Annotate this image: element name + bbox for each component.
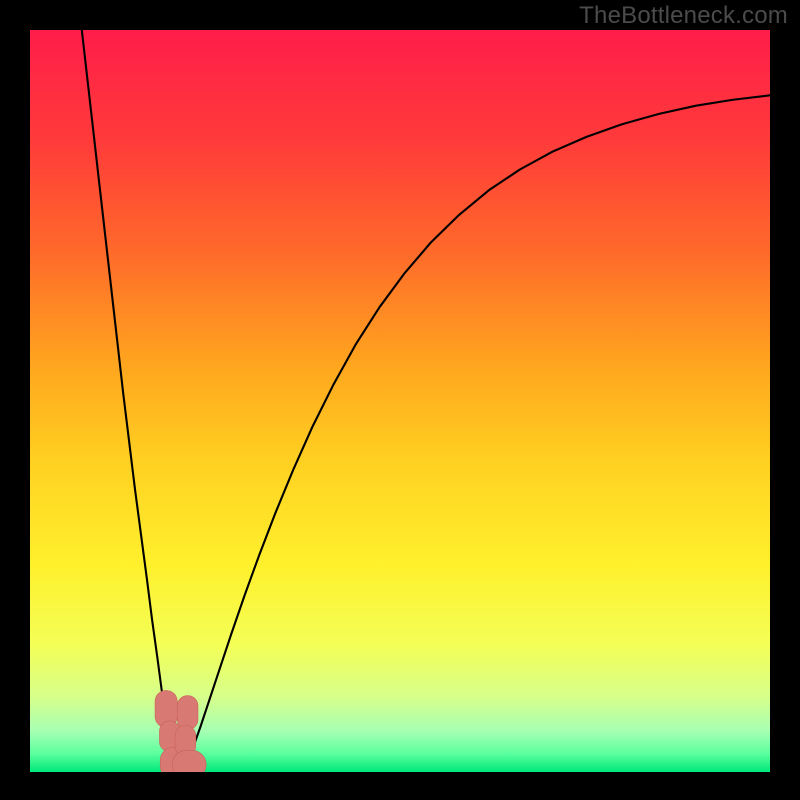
- plot-svg: [30, 30, 770, 772]
- plot-area: [30, 30, 770, 772]
- gradient-background: [30, 30, 770, 772]
- data-marker: [172, 750, 206, 772]
- watermark-text: TheBottleneck.com: [579, 2, 788, 30]
- data-marker: [177, 696, 198, 730]
- chart-outer-frame: TheBottleneck.com: [0, 0, 800, 800]
